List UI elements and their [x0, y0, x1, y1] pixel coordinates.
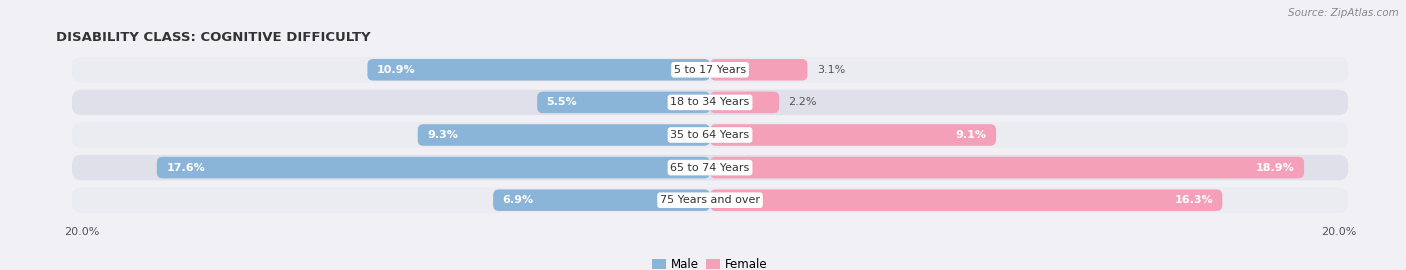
Text: 9.1%: 9.1%: [956, 130, 987, 140]
FancyBboxPatch shape: [537, 92, 710, 113]
Text: 5.5%: 5.5%: [547, 97, 578, 107]
Text: 6.9%: 6.9%: [502, 195, 534, 205]
FancyBboxPatch shape: [72, 57, 1348, 83]
Text: 65 to 74 Years: 65 to 74 Years: [671, 163, 749, 173]
Text: DISABILITY CLASS: COGNITIVE DIFFICULTY: DISABILITY CLASS: COGNITIVE DIFFICULTY: [56, 31, 371, 44]
FancyBboxPatch shape: [367, 59, 710, 80]
FancyBboxPatch shape: [72, 155, 1348, 180]
Text: 35 to 64 Years: 35 to 64 Years: [671, 130, 749, 140]
FancyBboxPatch shape: [72, 90, 1348, 115]
Text: 10.9%: 10.9%: [377, 65, 416, 75]
Text: 9.3%: 9.3%: [427, 130, 458, 140]
FancyBboxPatch shape: [494, 190, 710, 211]
Text: 3.1%: 3.1%: [817, 65, 845, 75]
Text: 17.6%: 17.6%: [166, 163, 205, 173]
FancyBboxPatch shape: [710, 157, 1305, 178]
Text: 2.2%: 2.2%: [789, 97, 817, 107]
Text: 16.3%: 16.3%: [1174, 195, 1213, 205]
Text: Source: ZipAtlas.com: Source: ZipAtlas.com: [1288, 8, 1399, 18]
FancyBboxPatch shape: [710, 92, 779, 113]
FancyBboxPatch shape: [710, 190, 1222, 211]
Text: 18.9%: 18.9%: [1256, 163, 1295, 173]
FancyBboxPatch shape: [710, 59, 807, 80]
Text: 75 Years and over: 75 Years and over: [659, 195, 761, 205]
FancyBboxPatch shape: [72, 122, 1348, 148]
Legend: Male, Female: Male, Female: [648, 254, 772, 270]
FancyBboxPatch shape: [710, 124, 995, 146]
FancyBboxPatch shape: [157, 157, 710, 178]
Text: 5 to 17 Years: 5 to 17 Years: [673, 65, 747, 75]
Text: 18 to 34 Years: 18 to 34 Years: [671, 97, 749, 107]
FancyBboxPatch shape: [418, 124, 710, 146]
FancyBboxPatch shape: [72, 187, 1348, 213]
